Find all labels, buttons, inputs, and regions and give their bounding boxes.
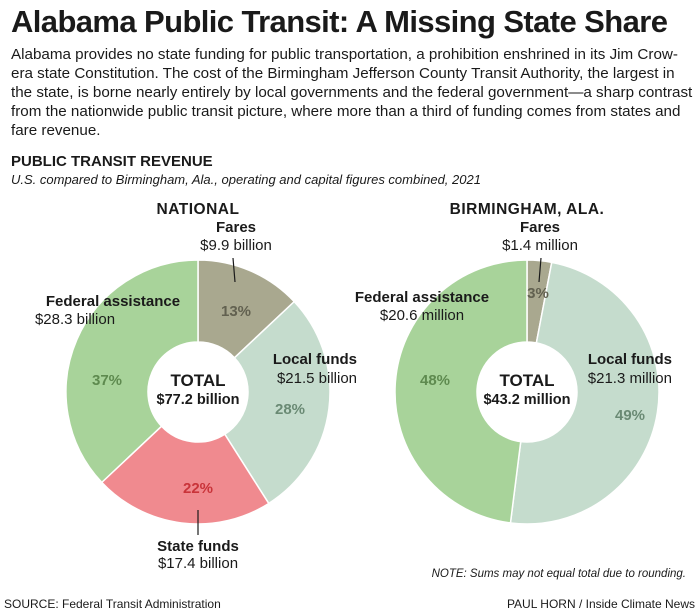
total-label: TOTAL <box>170 371 225 390</box>
section-title: PUBLIC TRANSIT REVENUE <box>11 153 213 170</box>
pct-label-local: 28% <box>275 401 305 418</box>
slice-amount-federal: $20.6 million <box>380 307 464 324</box>
slice-name-fares: Fares <box>520 219 560 236</box>
slice-amount-local: $21.5 billion <box>277 370 357 387</box>
slice-local <box>223 300 331 505</box>
rounding-note: NOTE: Sums may not equal total due to ro… <box>431 568 686 580</box>
total-value: $77.2 billion <box>157 392 240 408</box>
slice-amount-local: $21.3 million <box>588 370 672 387</box>
slice-fares <box>197 259 296 359</box>
slice-amount-fares: $9.9 billion <box>200 237 272 254</box>
total-label: TOTAL <box>499 371 554 390</box>
pct-label-fares: 3% <box>527 285 549 302</box>
slice-federal <box>394 259 528 524</box>
slice-name-federal: Federal assistance <box>46 293 180 310</box>
slice-amount-state: $17.4 billion <box>158 555 238 572</box>
slice-name-state: State funds <box>157 538 239 555</box>
leader-line-fares <box>538 257 542 283</box>
source-line: SOURCE: Federal Transit Administration <box>4 597 221 611</box>
intro-paragraph: Alabama provides no state funding for pu… <box>11 46 693 139</box>
slice-federal <box>65 259 199 484</box>
slice-name-local: Local funds <box>273 351 357 368</box>
slice-state <box>100 425 270 525</box>
slice-name-fares: Fares <box>216 219 256 236</box>
leader-line-fares <box>232 257 236 283</box>
slice-amount-fares: $1.4 million <box>502 237 578 254</box>
slice-name-local: Local funds <box>588 351 672 368</box>
section-subtitle: U.S. compared to Birmingham, Ala., opera… <box>11 172 481 187</box>
pct-label-local: 49% <box>615 407 645 424</box>
birmingham-chart-title: BIRMINGHAM, ALA. <box>450 201 605 218</box>
chart-title: Alabama Public Transit: A Missing State … <box>11 4 668 39</box>
pct-label-state: 22% <box>183 480 213 497</box>
pct-label-fares: 13% <box>221 303 251 320</box>
total-value: $43.2 million <box>483 392 570 408</box>
pct-label-federal: 48% <box>420 372 450 389</box>
slice-name-federal: Federal assistance <box>355 289 489 306</box>
slice-local <box>509 261 660 525</box>
credit-line: PAUL HORN / Inside Climate News <box>506 597 695 611</box>
pct-label-federal: 37% <box>92 372 122 389</box>
national-chart-title: NATIONAL <box>157 201 240 218</box>
slice-amount-federal: $28.3 billion <box>35 311 115 328</box>
